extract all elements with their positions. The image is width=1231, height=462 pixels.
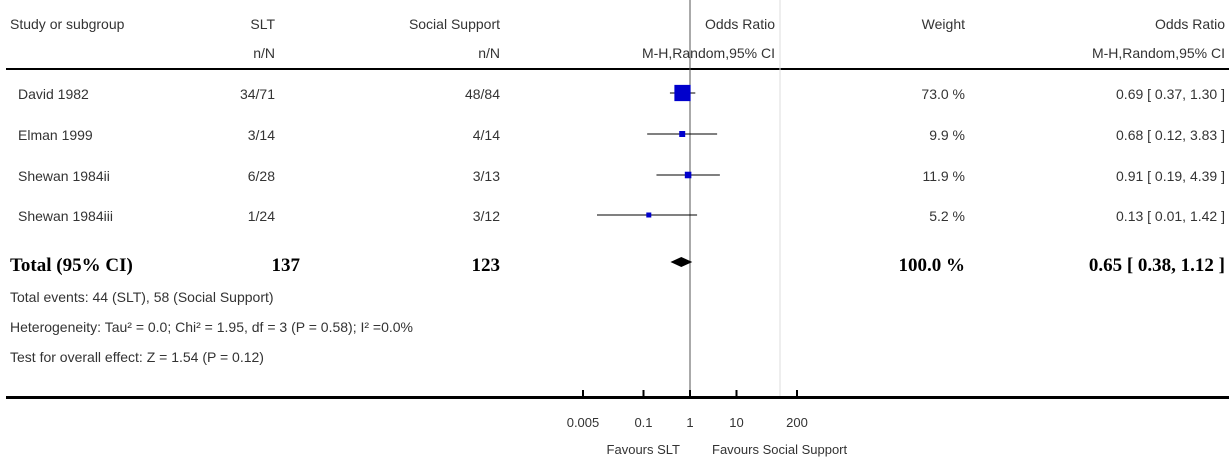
group1-count: 1/24	[247, 208, 275, 224]
total-ci: 0.65 [ 0.38, 1.12 ]	[1088, 255, 1225, 276]
axis-tick-label: 10	[729, 415, 744, 430]
axis-tick-label: 0.005	[566, 415, 600, 430]
header-odds-ratio-2: Odds Ratio	[1154, 16, 1225, 32]
study-ci: 0.91 [ 0.19, 4.39 ]	[1116, 168, 1225, 184]
study-marker	[646, 212, 652, 218]
study-name: Shewan 1984ii	[18, 168, 110, 184]
favours-right-label: Favours Social Support	[712, 442, 848, 457]
heterogeneity-note: Heterogeneity: Tau² = 0.0; Chi² = 1.95, …	[10, 319, 413, 335]
study-ci: 0.68 [ 0.12, 3.83 ]	[1116, 127, 1225, 143]
header-study: Study or subgroup	[10, 16, 125, 32]
study-name: Shewan 1984iii	[18, 208, 113, 224]
footer-divider	[6, 396, 1229, 399]
study-name: Elman 1999	[18, 127, 93, 143]
favours-left-label: Favours SLT	[606, 442, 680, 457]
total-events-note: Total events: 44 (SLT), 58 (Social Suppo…	[10, 289, 274, 305]
header-group2-sub: n/N	[478, 45, 500, 61]
overall-effect-note: Test for overall effect: Z = 1.54 (P = 0…	[10, 349, 264, 365]
axis-tick-label: 1	[686, 415, 694, 430]
study-marker	[684, 171, 692, 179]
study-weight: 9.9 %	[929, 127, 965, 143]
study-ci: 0.69 [ 0.37, 1.30 ]	[1116, 86, 1225, 102]
group2-count: 4/14	[472, 127, 500, 143]
total-group1: 137	[271, 255, 301, 276]
header-weight: Weight	[921, 16, 965, 32]
total-weight: 100.0 %	[898, 255, 966, 276]
group2-count: 3/12	[472, 208, 500, 224]
header-divider	[6, 68, 1229, 70]
header-group1: SLT	[250, 16, 275, 32]
header-odds-ratio: Odds Ratio	[704, 16, 775, 32]
study-weight: 5.2 %	[929, 208, 965, 224]
study-weight: 11.9 %	[922, 168, 965, 184]
axis-tick-label: 0.1	[634, 415, 653, 430]
study-ci: 0.13 [ 0.01, 1.42 ]	[1116, 208, 1225, 224]
header-odds-ratio-sub: M-H,Random,95% CI	[641, 45, 775, 61]
group1-count: 6/28	[247, 168, 275, 184]
axis-tick-label: 200	[786, 415, 808, 430]
header-group2: Social Support	[408, 16, 500, 32]
group1-count: 34/71	[239, 86, 275, 102]
study-weight: 73.0 %	[921, 86, 965, 102]
study-marker	[674, 84, 691, 102]
group2-count: 48/84	[464, 86, 500, 102]
total-group2: 123	[471, 255, 501, 276]
study-marker	[679, 131, 686, 137]
pooled-diamond	[670, 257, 693, 267]
header-odds-ratio-2-sub: M-H,Random,95% CI	[1091, 45, 1225, 61]
study-name: David 1982	[18, 86, 89, 102]
group1-count: 3/14	[247, 127, 275, 143]
group2-count: 3/13	[472, 168, 500, 184]
header-group1-sub: n/N	[253, 45, 275, 61]
total-label: Total (95% CI)	[10, 255, 133, 276]
